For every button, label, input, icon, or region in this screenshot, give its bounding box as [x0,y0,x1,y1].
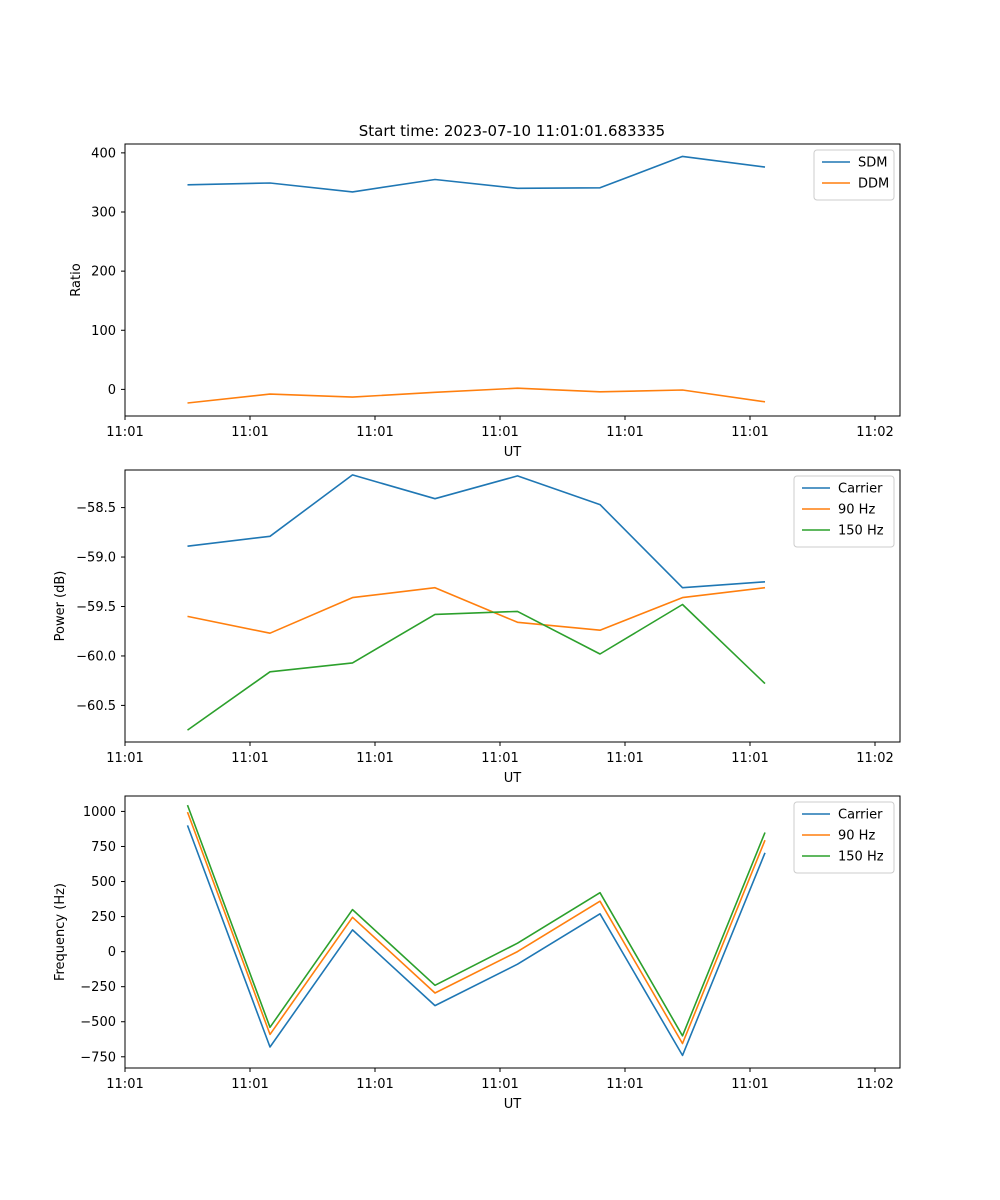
x-axis-label: UT [504,771,522,786]
series-line-carrier [187,474,766,589]
series-line-90-hz [187,586,766,635]
legend-label: 150 Hz [838,850,884,865]
y-axis-label: Power (dB) [53,571,68,642]
x-axis-label: UT [504,445,522,460]
y-tick-label: −250 [80,980,116,995]
y-tick-label: 250 [91,910,116,925]
series-line-carrier [186,825,766,1057]
legend-label: 90 Hz [838,829,875,844]
series-line-ddm [187,387,766,404]
series-line-150-hz [187,603,766,731]
y-tick-label: 100 [91,324,116,339]
x-tick-label: 11:01 [106,751,143,766]
legend-label: Carrier [838,808,883,823]
x-tick-label: 11:01 [106,425,143,440]
y-tick-label: 200 [91,265,116,280]
x-tick-label: 11:01 [481,751,518,766]
y-tick-label: −59.5 [76,600,116,615]
figure-title: Start time: 2023-07-10 11:01:01.683335 [359,122,665,140]
x-tick-label: 11:01 [106,1077,143,1092]
series-line-90-hz [186,811,766,1045]
y-axis-label: Frequency (Hz) [53,883,68,981]
y-tick-label: 0 [108,383,116,398]
legend-label: Carrier [838,482,883,497]
x-tick-label: 11:01 [231,1077,268,1092]
y-tick-label: 300 [91,206,116,221]
x-axis-label: UT [504,1097,522,1112]
x-tick-label: 11:01 [481,425,518,440]
legend-label: 90 Hz [838,503,875,518]
x-tick-label: 11:01 [606,425,643,440]
x-tick-label: 11:01 [356,1077,393,1092]
axes-frame [124,795,901,1069]
y-tick-label: 400 [91,146,116,161]
y-axis-label: Ratio [69,263,84,296]
x-tick-label: 11:01 [606,751,643,766]
series-line-150-hz [186,804,766,1037]
y-tick-label: 1000 [83,805,116,820]
x-tick-label: 11:01 [731,1077,768,1092]
x-tick-label: 11:01 [356,751,393,766]
y-tick-label: −60.5 [76,699,116,714]
x-tick-label: 11:02 [856,751,893,766]
y-tick-label: −58.5 [76,501,116,516]
chart-panel-2: 11:01 11:01 11:01 11:01 11:01 11:01 11:02 −58.5… [53,469,901,786]
x-tick-label: 11:01 [481,1077,518,1092]
legend: Carrier 90 Hz 150 Hz [793,801,895,874]
y-tick-label: 500 [91,875,116,890]
chart-panel-3: 11:01 11:01 11:01 11:01 11:01 11:01 11:02 1000 7… [53,795,901,1112]
legend-label: DDM [858,177,889,192]
series-line-sdm [187,155,766,193]
chart-panel-1: 11:01 11:01 11:01 11:01 11:01 11:01 11:02 0 100 2… [69,143,901,460]
y-tick-label: −60.0 [76,649,116,664]
x-tick-label: 11:01 [231,425,268,440]
x-tick-label: 11:02 [856,1077,893,1092]
legend-label: SDM [858,156,887,171]
x-tick-label: 11:01 [356,425,393,440]
y-tick-label: −59.0 [76,551,116,566]
x-tick-label: 11:01 [606,1077,643,1092]
y-tick-label: −750 [80,1050,116,1065]
y-tick-label: 0 [108,945,116,960]
axes-frame [124,469,901,743]
y-tick-label: 750 [91,840,116,855]
legend: Carrier 90 Hz 150 Hz [793,475,895,548]
x-tick-label: 11:02 [856,425,893,440]
axes-frame [124,143,901,417]
y-tick-label: −500 [80,1015,116,1030]
legend-label: 150 Hz [838,524,884,539]
x-tick-label: 11:01 [731,425,768,440]
legend: SDM DDM [813,149,895,201]
x-tick-label: 11:01 [231,751,268,766]
x-tick-label: 11:01 [731,751,768,766]
